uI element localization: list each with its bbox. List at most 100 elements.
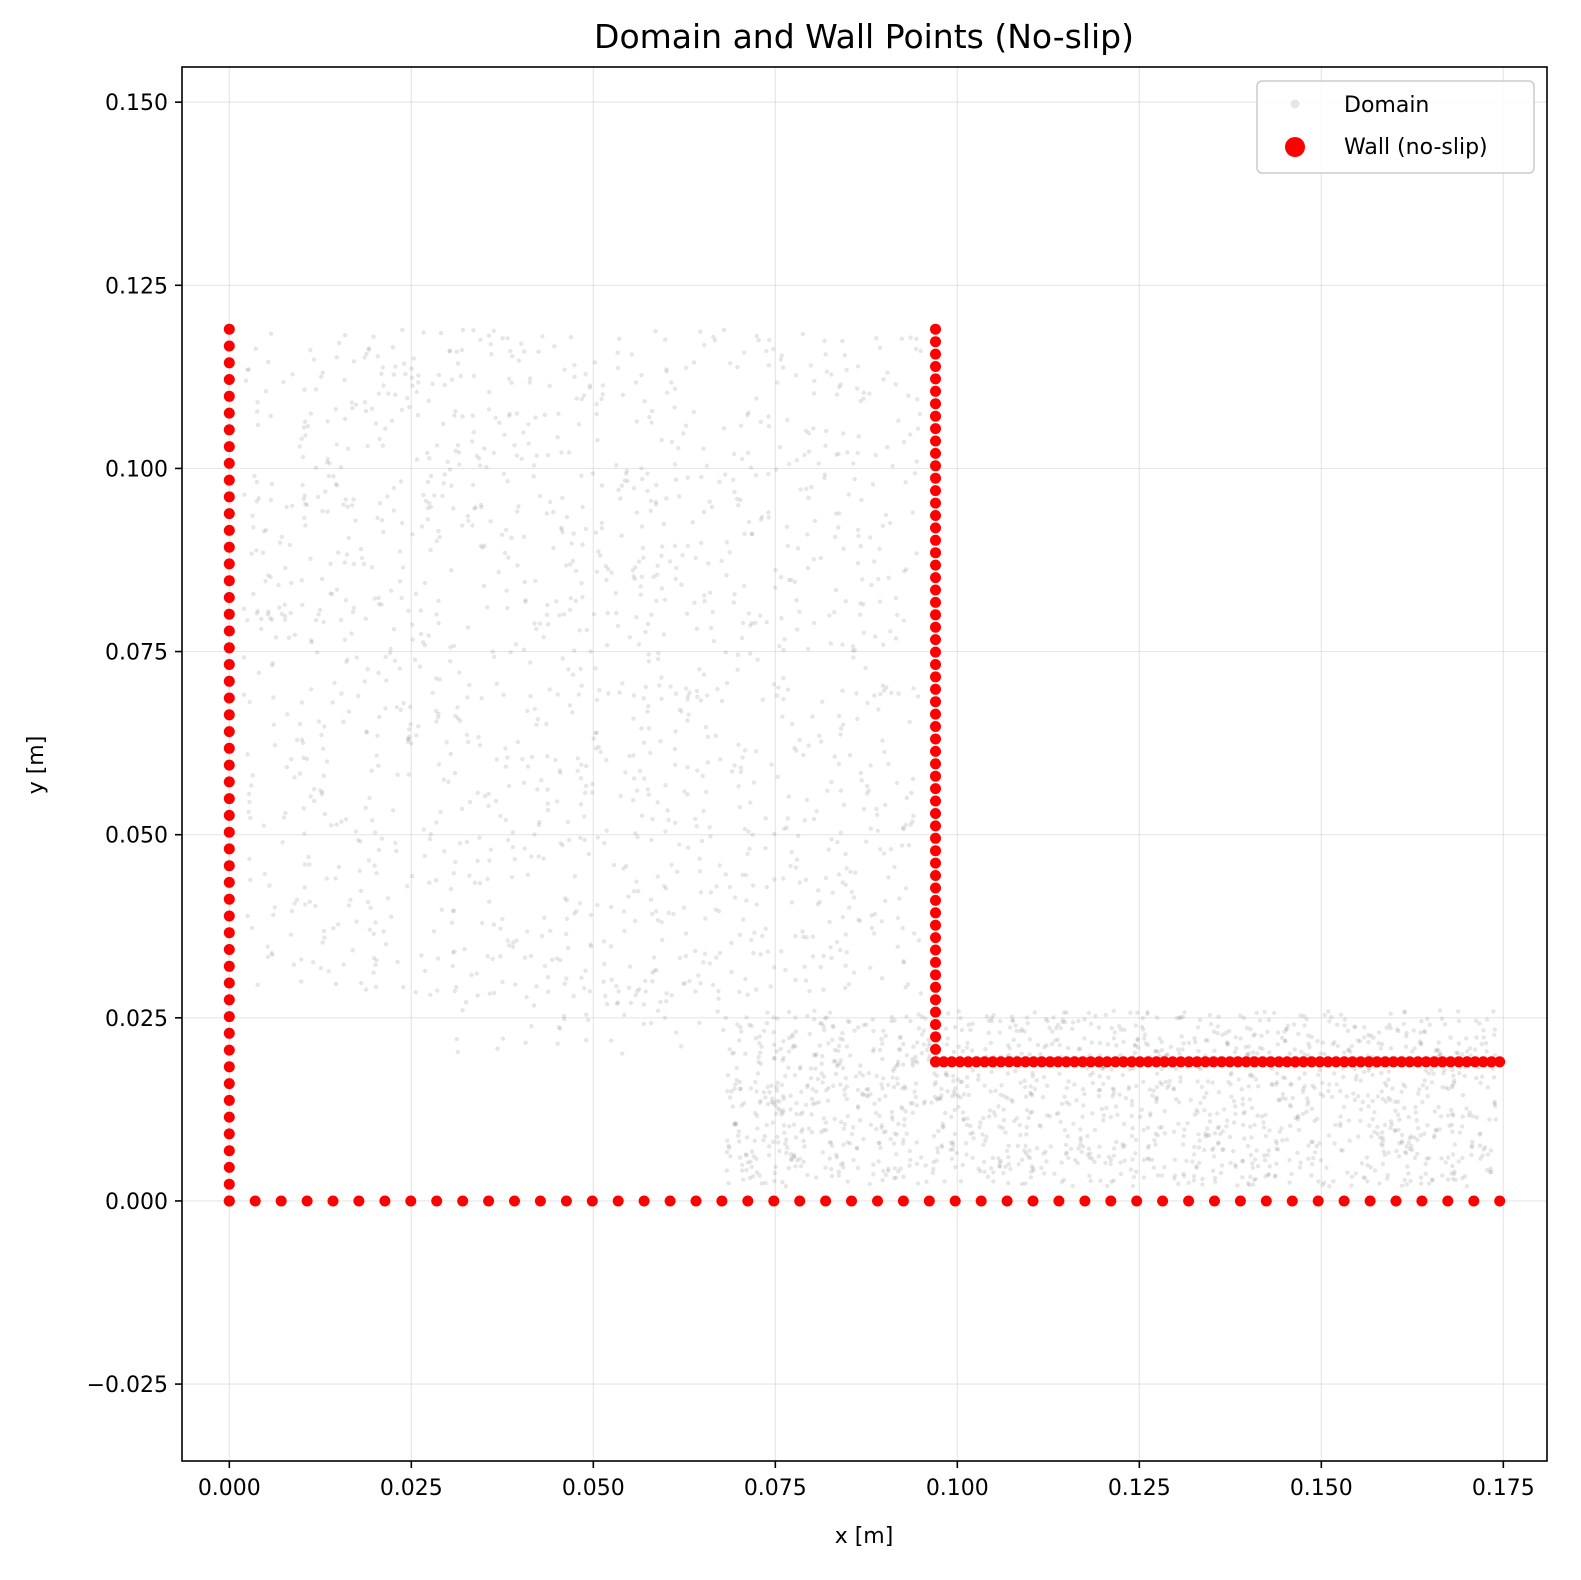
domain-point <box>246 367 251 372</box>
domain-point <box>1352 1024 1357 1029</box>
domain-point <box>910 1101 915 1106</box>
domain-point <box>1306 1143 1311 1148</box>
domain-point <box>410 874 415 879</box>
domain-point <box>650 816 655 822</box>
domain-point <box>1436 1104 1441 1110</box>
domain-point <box>913 1054 918 1060</box>
domain-point <box>582 814 587 819</box>
domain-point <box>788 1107 793 1112</box>
wall-point <box>223 994 235 1006</box>
domain-point <box>479 696 484 701</box>
domain-point <box>996 1156 1001 1161</box>
domain-point <box>1492 1053 1498 1058</box>
domain-point <box>380 443 386 448</box>
domain-point <box>1342 1023 1347 1028</box>
domain-point <box>766 1153 772 1158</box>
domain-point <box>351 497 356 502</box>
wall-point <box>1289 1056 1301 1068</box>
domain-point <box>509 380 514 385</box>
domain-point <box>1130 1126 1135 1131</box>
domain-point <box>1018 1028 1023 1034</box>
domain-point <box>544 612 550 618</box>
domain-point <box>1287 1157 1292 1163</box>
domain-point <box>836 451 841 457</box>
domain-point <box>1034 1146 1040 1151</box>
domain-point <box>457 841 463 846</box>
domain-point <box>740 456 745 462</box>
domain-point <box>738 497 743 503</box>
domain-point <box>1203 1131 1208 1136</box>
domain-point <box>764 884 769 890</box>
domain-point <box>1306 1041 1311 1047</box>
domain-point <box>858 1118 863 1123</box>
wall-point <box>1494 1195 1506 1207</box>
domain-point <box>1266 1172 1271 1178</box>
domain-point <box>892 1131 897 1136</box>
domain-point <box>910 510 915 515</box>
domain-point <box>783 967 788 973</box>
domain-point <box>1493 1117 1498 1122</box>
domain-point <box>1395 1027 1400 1032</box>
domain-point <box>727 1047 732 1052</box>
domain-point <box>1298 1160 1303 1165</box>
domain-point <box>402 361 407 366</box>
wall-point <box>223 575 235 587</box>
domain-point <box>1400 1183 1405 1188</box>
domain-point <box>869 582 874 588</box>
domain-point <box>591 612 597 617</box>
domain-point <box>1440 1085 1445 1090</box>
domain-point <box>1311 1155 1316 1161</box>
domain-point <box>1379 1041 1385 1047</box>
domain-point <box>908 1101 913 1106</box>
domain-point <box>749 1164 754 1170</box>
domain-point <box>1108 1161 1113 1167</box>
domain-point <box>792 745 797 751</box>
domain-point <box>1129 1113 1135 1119</box>
domain-point <box>377 714 382 720</box>
domain-point <box>416 724 421 729</box>
domain-point <box>791 1043 796 1048</box>
domain-point <box>950 1140 955 1145</box>
domain-point <box>869 925 875 931</box>
domain-point <box>315 494 321 500</box>
domain-point <box>823 1127 829 1133</box>
domain-point <box>836 1173 841 1178</box>
domain-point <box>965 1116 970 1121</box>
domain-point <box>1120 1142 1125 1147</box>
domain-point <box>854 691 859 696</box>
domain-point <box>514 411 520 416</box>
domain-point <box>243 378 249 383</box>
domain-point <box>1207 1112 1213 1117</box>
domain-point <box>255 409 260 414</box>
domain-point <box>745 1160 750 1165</box>
domain-point <box>342 377 347 383</box>
wall-point <box>223 893 235 905</box>
domain-point <box>673 477 679 482</box>
domain-point <box>1304 1017 1309 1022</box>
domain-point <box>853 870 858 875</box>
wall-point <box>995 1056 1007 1068</box>
domain-point <box>1023 1181 1028 1186</box>
domain-point <box>739 635 745 641</box>
domain-point <box>1302 1023 1307 1028</box>
domain-point <box>1403 1044 1409 1049</box>
domain-point <box>389 914 394 919</box>
domain-point <box>1106 1154 1112 1160</box>
domain-point <box>1168 1044 1174 1050</box>
domain-point <box>976 1073 981 1078</box>
wall-point <box>930 969 941 981</box>
domain-point <box>838 788 844 793</box>
domain-point <box>1289 1171 1294 1177</box>
domain-point <box>558 841 563 846</box>
domain-point <box>1422 1078 1427 1083</box>
domain-point <box>252 473 257 479</box>
domain-point <box>911 1044 916 1049</box>
domain-point <box>333 481 339 487</box>
domain-point <box>767 1090 772 1095</box>
domain-point <box>1078 1138 1084 1143</box>
domain-point <box>251 525 256 530</box>
domain-point <box>645 471 650 476</box>
domain-point <box>1473 1018 1479 1023</box>
wall-point <box>1297 1056 1309 1068</box>
domain-point <box>684 611 690 616</box>
